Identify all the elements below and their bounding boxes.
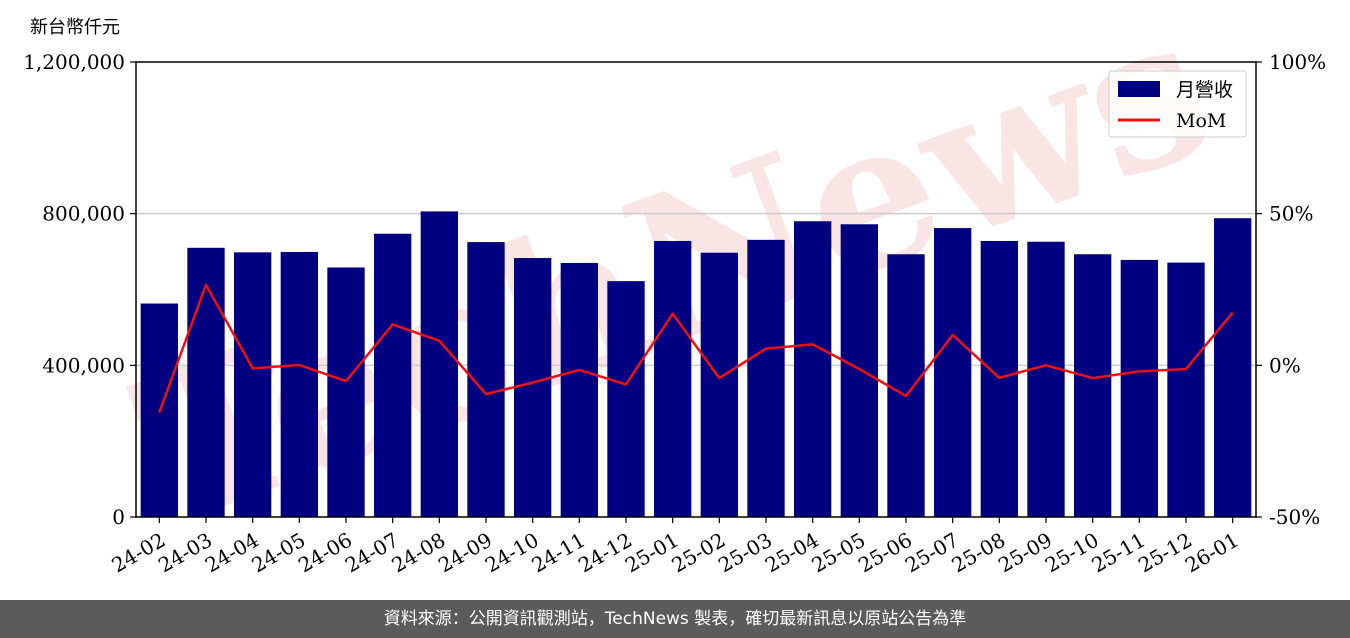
y-left-tick-label-3: 1,200,000 [23,50,125,74]
bar-25-06 [887,254,925,518]
bar-24-07 [374,233,412,517]
unit-label: 新台幣仟元 [30,17,120,38]
bar-26-01 [1214,218,1252,517]
y-right-tick-label-1: 0% [1269,353,1301,377]
legend-swatch-bar [1118,81,1160,97]
y-left-tick-label-1: 400,000 [42,353,125,377]
bar-25-02 [700,252,738,518]
bar-25-07 [934,228,972,517]
legend-label-mom: MoM [1176,110,1226,132]
bar-24-06 [327,267,365,517]
bar-24-11 [560,262,598,517]
y-right-tick-label-3: 100% [1269,50,1326,74]
legend-label-revenue: 月營收 [1176,79,1233,101]
bar-25-01 [654,240,692,517]
legend: 月營收 MoM [1108,70,1247,138]
bar-25-12 [1167,262,1205,517]
monthly-revenue-chart: TechNews 新台幣仟元 0400,000800,0001,200,000 … [23,0,1326,578]
bar-25-03 [747,239,785,517]
bar-25-11 [1120,259,1158,517]
y-right-tick-label-0: -50% [1269,505,1320,529]
bar-24-08 [420,211,458,517]
bar-25-04 [794,221,832,517]
footer-source: 資料來源：公開資訊觀測站，TechNews 製表，確切最新訊息以原站公告為準 [0,600,1350,638]
chart-area: TechNews 新台幣仟元 0400,000800,0001,200,000 … [23,0,1326,578]
bar-25-05 [840,224,878,518]
bar-24-05 [280,251,318,517]
bar-24-10 [514,258,552,517]
x-tick-label-26-01: 26-01 [1181,528,1243,578]
bar-25-09 [1027,241,1065,517]
y-left-tick-label-2: 800,000 [42,202,125,226]
y-right-tick-label-2: 50% [1269,202,1313,226]
bar-24-03 [187,247,225,517]
y-left-tick-label-0: 0 [112,505,125,529]
mom-line [158,283,1234,413]
bar-24-04 [234,252,272,517]
plot-frame [135,61,1257,518]
bar-24-12 [607,281,645,517]
bar-25-10 [1074,254,1112,518]
